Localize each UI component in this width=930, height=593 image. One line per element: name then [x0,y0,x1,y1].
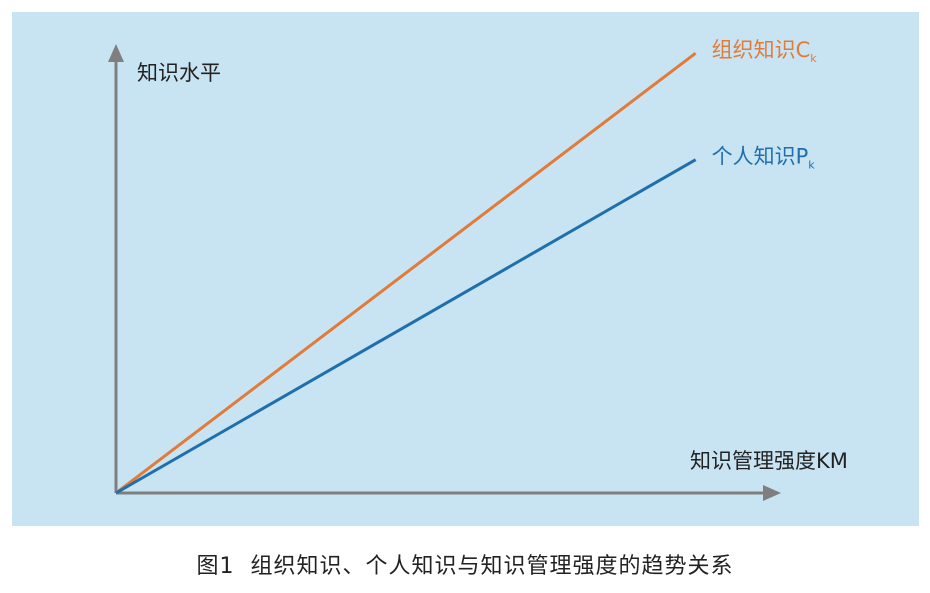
figure-caption-text: 组织知识、个人知识与知识管理强度的趋势关系 [250,554,734,579]
y-axis-label: 知识水平 [137,61,221,85]
y-axis-arrow-icon [108,44,124,62]
series-label-1: 组织知识Ck [712,38,818,65]
axes [108,44,781,501]
series-label-subscript: k [808,159,815,172]
figure-number: 图1 [196,554,235,579]
plot-panel [12,12,919,526]
x-axis-arrow-icon [763,485,781,501]
series-label-subscript: k [810,52,817,65]
figure-caption: 图1 组织知识、个人知识与知识管理强度的趋势关系 [0,548,930,580]
x-axis-label: 知识管理强度KM [690,449,848,473]
series-line-1 [115,51,697,495]
series-line-2 [115,158,697,495]
series-label-2: 个人知识Pk [712,145,816,172]
series-group: 组织知识Ck 个人知识Pk [115,38,818,495]
